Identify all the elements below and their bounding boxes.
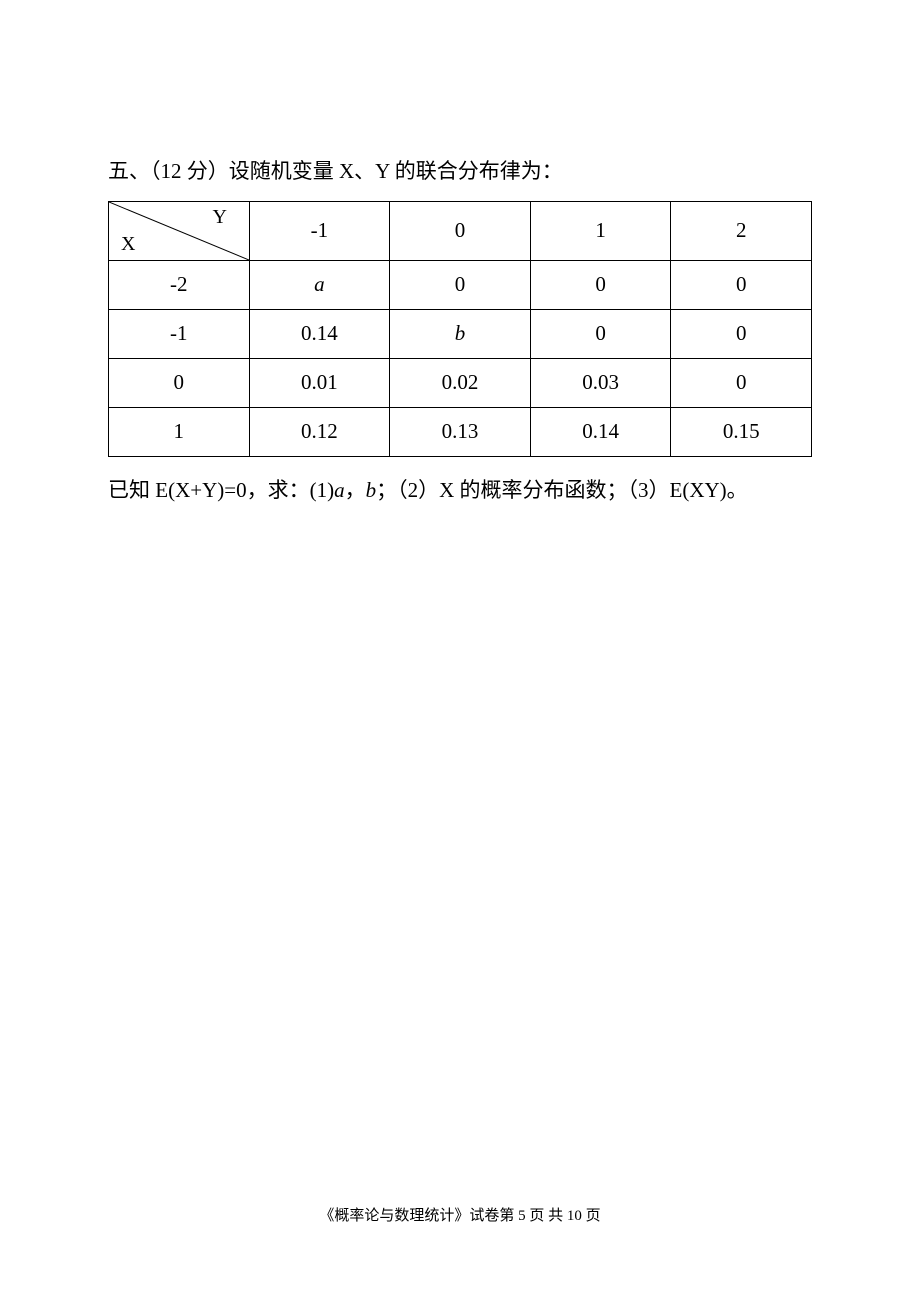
sep: ， [345,478,366,502]
cell: 0 [390,260,531,309]
followup-rest: ；（2）X 的概率分布函数；（3）E(XY)。 [376,478,748,502]
x-value: 1 [109,407,250,456]
table-row: -1 0.14 b 0 0 [109,309,812,358]
cell: 0 [671,358,812,407]
cell: 0 [671,260,812,309]
var-a: a [334,478,345,502]
x-value: 0 [109,358,250,407]
followup-prefix: 已知 E(X+Y)=0，求：(1) [108,478,334,502]
table-row: 1 0.12 0.13 0.14 0.15 [109,407,812,456]
x-value: -1 [109,309,250,358]
table-row: 0 0.01 0.02 0.03 0 [109,358,812,407]
question-title: 五、（12 分）设随机变量 X、Y 的联合分布律为： [108,155,812,189]
cell: a [249,260,390,309]
header-x-label: X [121,233,135,256]
cell: b [390,309,531,358]
joint-distribution-table: Y X -1 0 1 2 -2 a 0 0 0 -1 0.14 b 0 0 0 … [108,201,812,457]
cell: 0 [530,260,671,309]
cell: 0.03 [530,358,671,407]
cell: 0.01 [249,358,390,407]
cell: 0 [671,309,812,358]
table-header-row: Y X -1 0 1 2 [109,201,812,260]
table-row: -2 a 0 0 0 [109,260,812,309]
diagonal-header-cell: Y X [109,201,250,260]
y-value: 2 [671,201,812,260]
cell: 0.14 [530,407,671,456]
y-value: -1 [249,201,390,260]
y-value: 1 [530,201,671,260]
var-b: b [366,478,377,502]
cell: 0 [530,309,671,358]
cell: 0.15 [671,407,812,456]
cell: 0.14 [249,309,390,358]
x-value: -2 [109,260,250,309]
cell: 0.13 [390,407,531,456]
question-followup: 已知 E(X+Y)=0，求：(1)a，b；（2）X 的概率分布函数；（3）E(X… [108,473,812,509]
cell: 0.02 [390,358,531,407]
header-y-label: Y [213,206,227,229]
page-footer: 《概率论与数理统计》试卷第 5 页 共 10 页 [0,1204,920,1225]
cell: 0.12 [249,407,390,456]
y-value: 0 [390,201,531,260]
